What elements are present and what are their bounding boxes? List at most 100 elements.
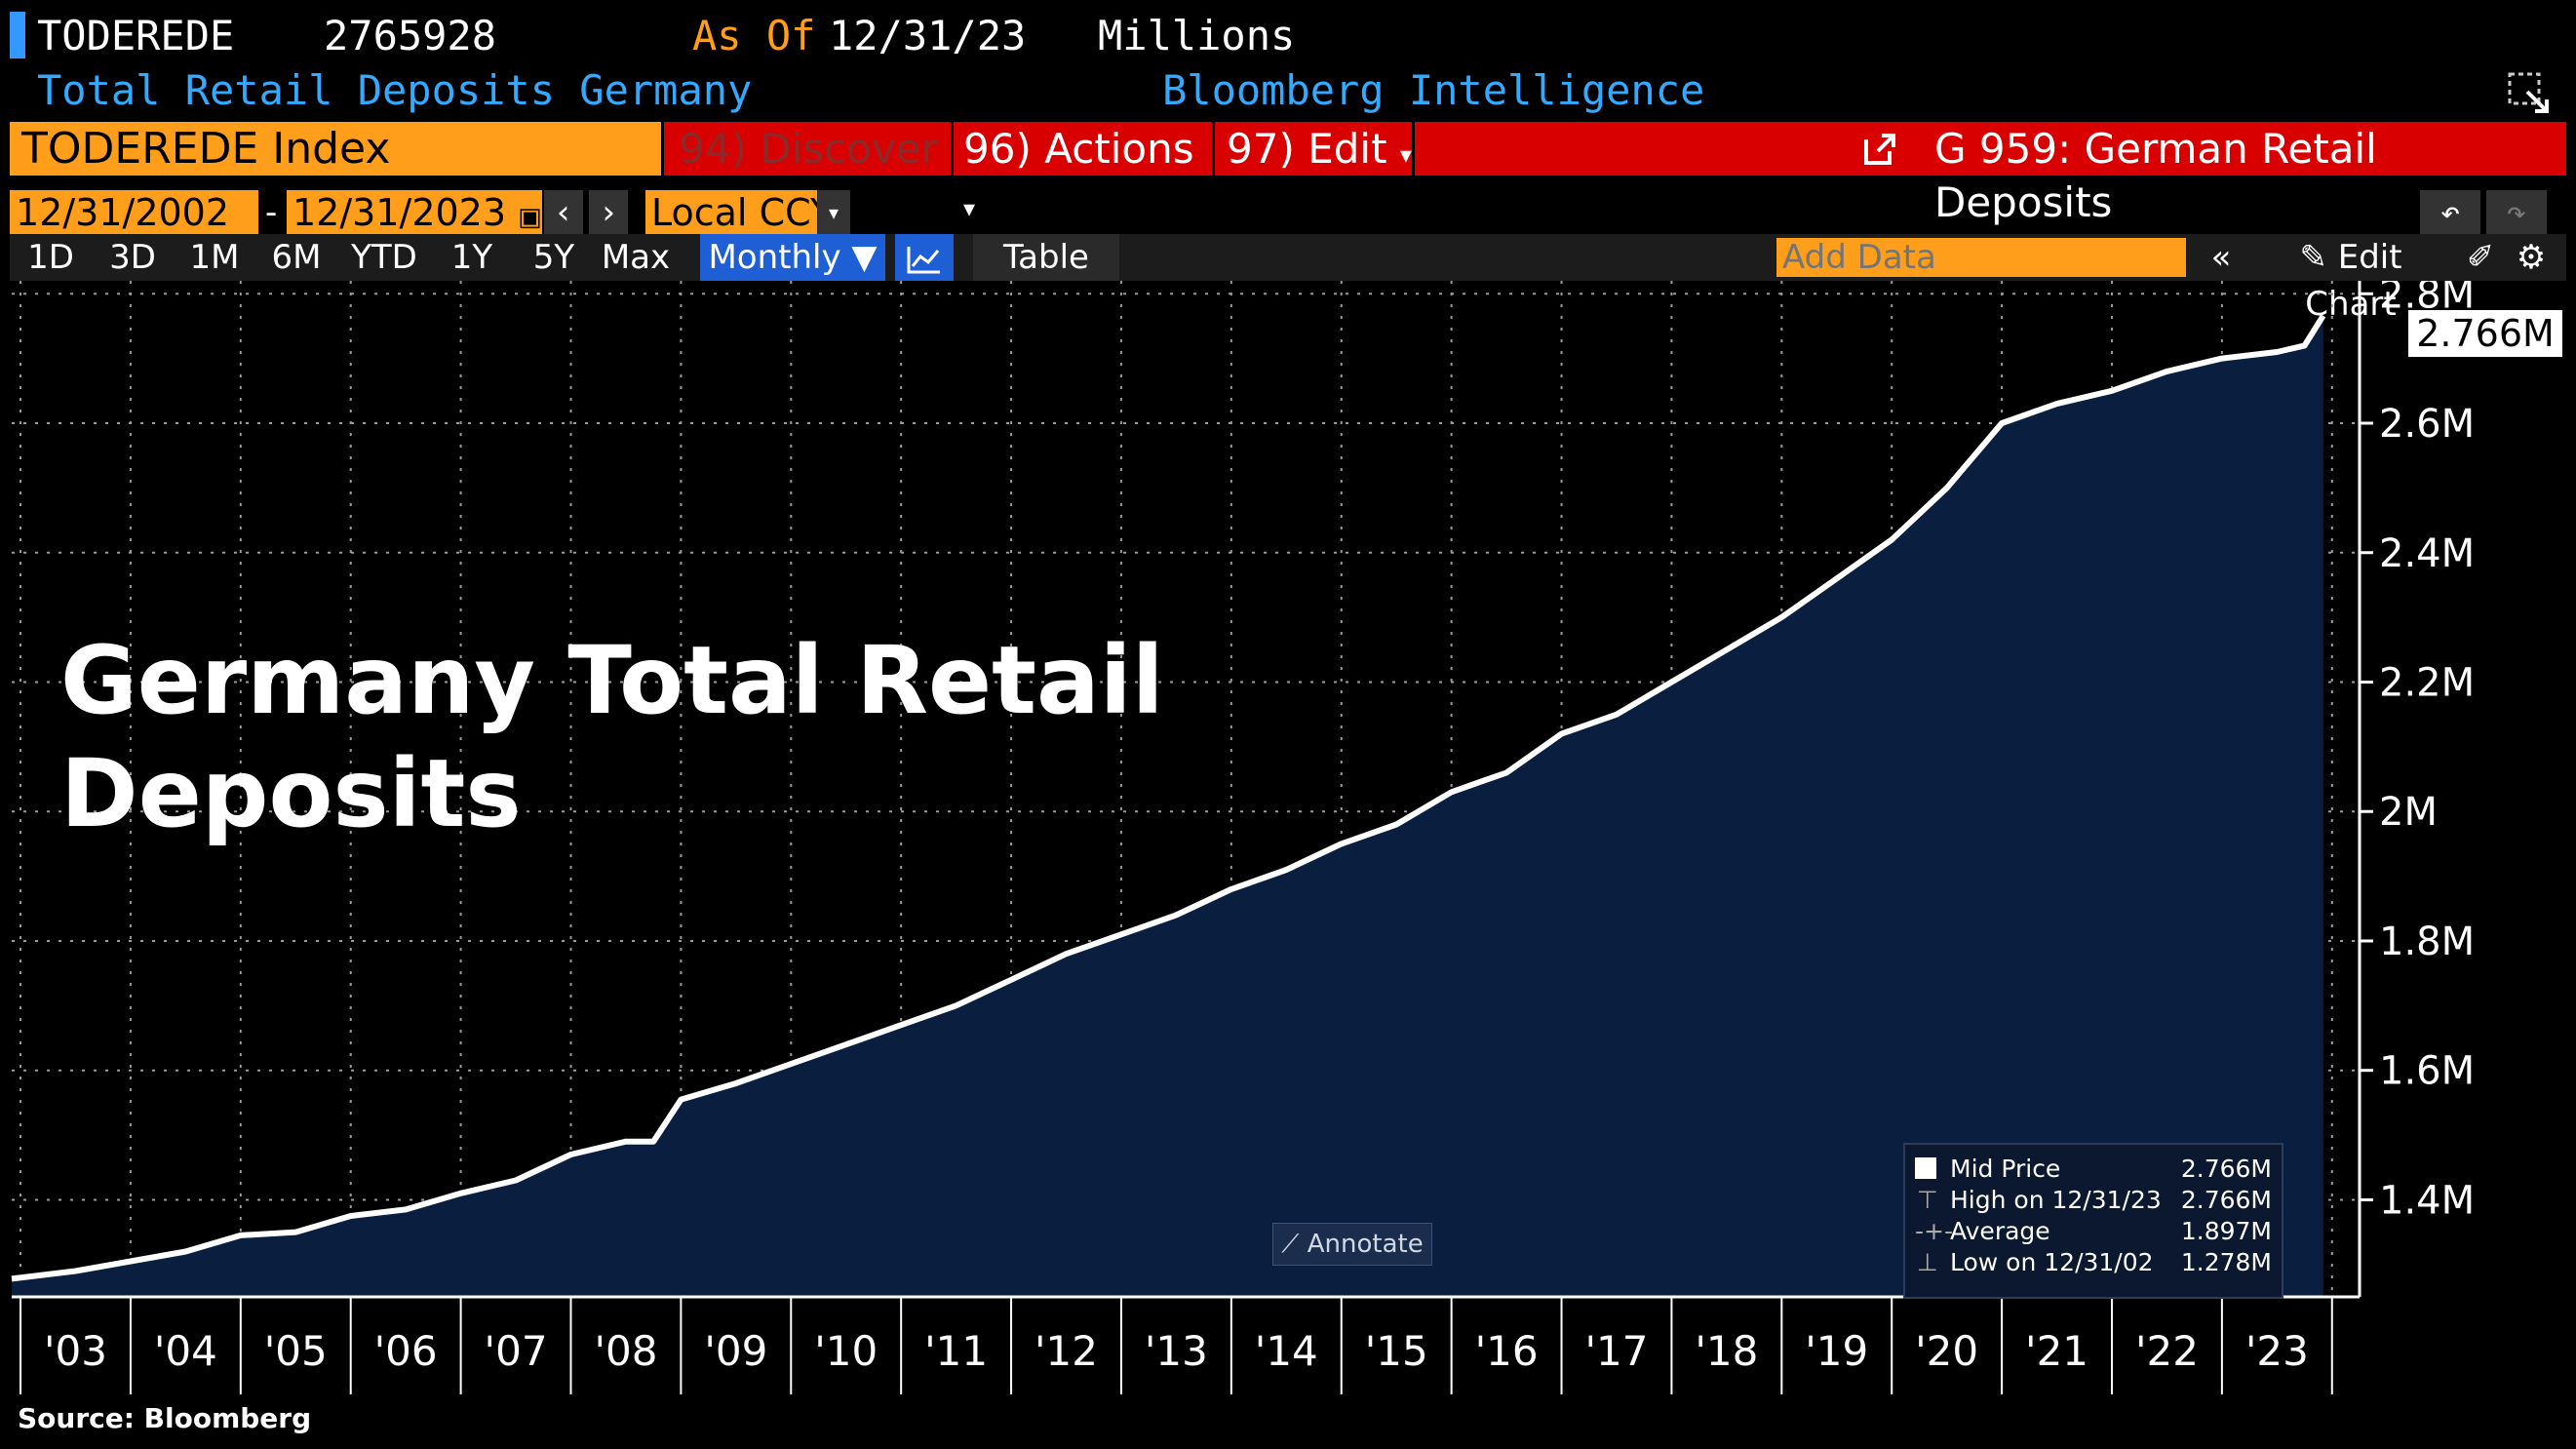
x-tick-label: '10 (814, 1327, 878, 1375)
security-field[interactable]: TODEREDE Index (10, 122, 661, 176)
subheader-row: Total Retail Deposits Germany Bloomberg … (0, 60, 2576, 117)
edit-chart-button[interactable]: ✎ Edit Chart (2250, 234, 2451, 324)
legend-label: Average (1950, 1217, 2050, 1245)
undo-button[interactable]: ↶ (2420, 190, 2480, 235)
range-6m[interactable]: 6M (271, 238, 322, 277)
high-marker-icon: ⊤ (1917, 1186, 1938, 1214)
undo-icon: ↶ (2439, 193, 2461, 232)
menu-bar: TODEREDE Index 94) Discover ▾ 96) Action… (10, 122, 2566, 226)
x-tick-label: '12 (1034, 1327, 1098, 1375)
last-value: 2765928 (324, 12, 497, 59)
edit-menu[interactable]: 97) Edit ▾ (1227, 122, 1412, 176)
edit-num: 97) (1227, 125, 1295, 173)
as-of-date: 12/31/23 (829, 12, 1027, 59)
table-button[interactable]: Table (973, 234, 1119, 281)
legend-label: Mid Price (1950, 1155, 2061, 1183)
chart-type-button[interactable] (895, 234, 954, 281)
ticker-marker (10, 12, 25, 59)
series-swatch (1915, 1157, 1936, 1179)
y-tick-label: 1.6M (2379, 1049, 2475, 1094)
redo-button[interactable]: ↷ (2486, 190, 2547, 235)
actions-menu[interactable]: 96) Actions ▾ (963, 122, 1212, 222)
x-tick-label: '23 (2245, 1327, 2309, 1375)
menu-divider (1212, 122, 1215, 176)
chevron-down-icon: ▾ (1399, 141, 1412, 169)
x-axis: '03 '04 '05 '06 '07 '08 '09 '10 '11 '12 '13 '14 '15 '… (12, 1295, 2360, 1394)
actions-label: Actions (1044, 125, 1194, 173)
chevron-right-icon: › (598, 193, 619, 232)
source-note: Source: Bloomberg (18, 1402, 312, 1434)
range-1m[interactable]: 1M (189, 238, 240, 277)
series-area (12, 315, 2323, 1297)
prev-period-button[interactable]: ‹ (544, 190, 583, 235)
add-data-input[interactable] (1776, 238, 2186, 277)
x-tick-label: '15 (1365, 1327, 1428, 1375)
chart-title: Germany Total Retail Deposits (60, 624, 1164, 850)
x-tick-label: '22 (2135, 1327, 2199, 1375)
chart-area: '03 '04 '05 '06 '07 '08 '09 '10 '11 '12 '13 '14 '15 '… (11, 281, 2475, 1394)
x-tick-label: '05 (264, 1327, 328, 1375)
annotate-button[interactable]: ⟋ Annotate (1272, 1223, 1432, 1266)
chevron-down-icon: ▾ (963, 195, 976, 222)
popout-icon[interactable] (2506, 70, 2553, 117)
header-row: TODEREDE 2765928 As Of 12/31/23 Millions (0, 0, 2576, 60)
x-tick-label: '13 (1145, 1327, 1208, 1375)
range-3d[interactable]: 3D (109, 238, 156, 277)
date-separator: - (265, 193, 278, 232)
external-link-icon[interactable] (1860, 130, 1899, 169)
x-tick-label: '17 (1584, 1327, 1648, 1375)
x-tick-label: '18 (1695, 1327, 1758, 1375)
actions-num: 96) (963, 125, 1032, 173)
legend-value: 2.766M (2180, 1155, 2272, 1183)
legend-value: 1.897M (2180, 1217, 2272, 1245)
draw-tools-button[interactable]: ✐ (2457, 234, 2504, 281)
pencil-icon: ⟋ (1281, 1230, 1300, 1259)
calendar-icon[interactable]: ▣ (518, 203, 542, 232)
last-price-tag: 2.766M (2408, 310, 2562, 357)
start-date-field[interactable]: 12/31/2002 ▣ (10, 190, 258, 277)
range-toolbar: 1D 3D 1M 6M YTD 1Y 5Y Max Monthly ▼ Tabl… (10, 234, 2566, 324)
average-marker-icon: -+- (1915, 1217, 1953, 1245)
x-tick-label: '19 (1805, 1327, 1868, 1375)
legend-row[interactable]: Mid Price 2.766M (1915, 1155, 2272, 1184)
legend-label: Low on 12/31/02 (1950, 1248, 2154, 1276)
legend-value: 1.278M (2180, 1248, 2272, 1276)
ticker: TODEREDE (37, 12, 235, 59)
double-chevron-left-icon: « (2210, 238, 2232, 277)
graph-title[interactable]: G 959: German Retail Deposits (1934, 125, 2377, 226)
collapse-button[interactable]: « (2198, 234, 2244, 281)
range-5y[interactable]: 5Y (532, 238, 575, 277)
series-description: Total Retail Deposits Germany (37, 66, 753, 114)
menu-divider (661, 122, 664, 176)
range-1y[interactable]: 1Y (450, 238, 493, 277)
y-tick-label: 2.2M (2379, 660, 2475, 705)
edit-label: Edit (1308, 125, 1387, 173)
y-tick-label: 1.8M (2379, 920, 2475, 964)
redo-icon: ↷ (2506, 193, 2527, 232)
x-tick-label: '20 (1915, 1327, 1978, 1375)
range-1d[interactable]: 1D (27, 238, 74, 277)
gear-icon: ⚙ (2516, 238, 2547, 277)
frequency-select[interactable]: Monthly ▼ (700, 234, 885, 281)
menu-divider (951, 122, 954, 176)
legend-row: ⊥ Low on 12/31/02 1.278M (1915, 1248, 2272, 1277)
start-date: 12/31/2002 (16, 191, 230, 234)
x-tick-label: '14 (1255, 1327, 1318, 1375)
discover-menu[interactable]: 94) Discover ▾ (679, 122, 952, 222)
next-period-button[interactable]: › (589, 190, 628, 235)
range-max[interactable]: Max (601, 238, 671, 277)
as-of-label: As Of (692, 12, 816, 59)
y-tick-label: 2.6M (2379, 402, 2475, 447)
end-date-field[interactable]: 12/31/2023 ▣ (287, 190, 542, 235)
legend-label: High on 12/31/23 (1950, 1186, 2162, 1214)
settings-button[interactable]: ⚙ (2508, 234, 2555, 281)
provider-label[interactable]: Bloomberg Intelligence (1162, 66, 1705, 114)
y-tick-label: 1.4M (2379, 1178, 2475, 1223)
range-ytd[interactable]: YTD (351, 238, 417, 277)
currency-select[interactable]: Local CCY ▾ (645, 190, 850, 235)
chart-title-line-1: Germany Total Retail (60, 626, 1164, 735)
discover-label: Discover (760, 125, 938, 173)
legend-value: 2.766M (2180, 1186, 2272, 1214)
legend-row: ⊤ High on 12/31/23 2.766M (1915, 1186, 2272, 1215)
